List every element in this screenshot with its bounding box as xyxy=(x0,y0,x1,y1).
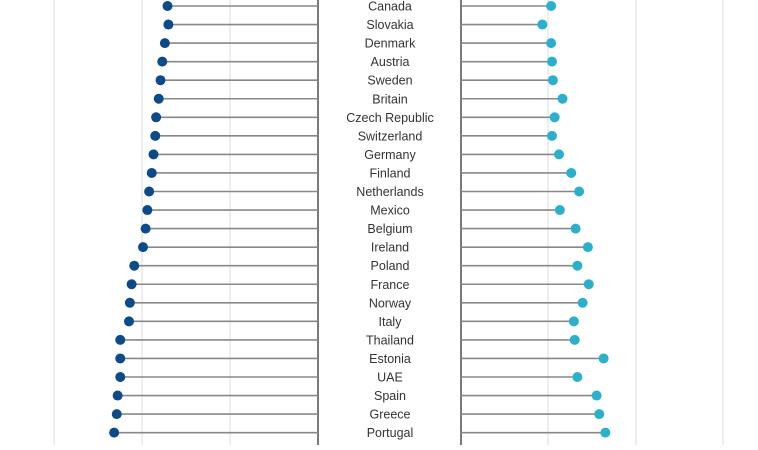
left-point-portugal xyxy=(109,427,120,438)
left-point-czech-republic xyxy=(151,112,162,123)
left-point-uae xyxy=(115,372,126,382)
right-point-switzerland xyxy=(547,130,557,141)
left-point-canada xyxy=(162,1,173,11)
category-label-belgium: Belgium xyxy=(367,222,412,236)
right-point-sweden xyxy=(547,75,558,86)
category-label-canada: Canada xyxy=(368,0,412,14)
category-label-thailand: Thailand xyxy=(366,333,414,347)
left-point-slovakia xyxy=(163,19,174,30)
left-point-netherlands xyxy=(144,186,155,197)
category-label-germany: Germany xyxy=(364,148,416,162)
right-point-poland xyxy=(572,260,583,271)
category-label-portugal: Portugal xyxy=(367,426,414,440)
right-point-canada xyxy=(546,1,557,11)
left-point-belgium xyxy=(140,223,151,234)
category-label-netherlands: Netherlands xyxy=(356,185,423,199)
right-point-portugal xyxy=(600,427,611,438)
left-point-mexico xyxy=(142,205,153,216)
category-label-mexico: Mexico xyxy=(370,204,410,218)
category-label-norway: Norway xyxy=(369,296,412,310)
right-point-austria xyxy=(547,56,557,67)
left-point-ireland xyxy=(138,242,148,253)
category-label-italy: Italy xyxy=(379,315,403,329)
category-label-austria: Austria xyxy=(371,55,410,69)
right-point-mexico xyxy=(554,205,565,216)
category-label-finland: Finland xyxy=(370,166,411,180)
right-point-france xyxy=(583,279,594,290)
right-point-italy xyxy=(568,316,579,327)
left-point-finland xyxy=(146,167,157,178)
right-point-uae xyxy=(572,372,583,382)
left-point-greece xyxy=(111,409,122,420)
label-layer: Canada Slovakia Denmark Austria Sweden Britai… xyxy=(346,0,434,440)
category-label-czech-republic: Czech Republic xyxy=(346,111,434,125)
category-label-britain: Britain xyxy=(372,92,407,106)
left-point-austria xyxy=(157,56,168,67)
right-point-czech-republic xyxy=(549,112,560,123)
grid-layer xyxy=(53,0,724,445)
right-point-netherlands xyxy=(574,186,585,197)
category-label-greece: Greece xyxy=(370,408,411,422)
right-point-finland xyxy=(566,167,577,178)
right-point-greece xyxy=(594,409,605,420)
dot-layer xyxy=(109,1,611,438)
left-point-norway xyxy=(124,297,135,308)
stem-layer xyxy=(114,5,606,434)
left-point-switzerland xyxy=(150,130,161,141)
category-label-estonia: Estonia xyxy=(369,352,411,366)
left-point-thailand xyxy=(115,334,126,345)
category-label-ireland: Ireland xyxy=(371,241,409,255)
category-label-denmark: Denmark xyxy=(365,37,416,51)
category-label-uae: UAE xyxy=(377,371,403,385)
left-point-italy xyxy=(124,316,134,327)
left-point-sweden xyxy=(155,75,166,86)
left-point-britain xyxy=(153,93,164,104)
category-label-france: France xyxy=(371,278,410,292)
left-point-germany xyxy=(148,149,159,160)
right-point-norway xyxy=(577,297,588,308)
right-point-estonia xyxy=(598,353,609,364)
right-point-denmark xyxy=(546,38,557,49)
left-point-france xyxy=(126,279,137,290)
left-point-spain xyxy=(112,390,123,401)
left-point-estonia xyxy=(115,353,126,364)
category-label-spain: Spain xyxy=(374,389,406,403)
category-label-poland: Poland xyxy=(371,259,410,273)
right-point-ireland xyxy=(582,242,593,253)
left-point-denmark xyxy=(159,38,170,49)
right-point-britain xyxy=(557,93,568,104)
right-point-thailand xyxy=(569,334,580,345)
right-point-spain xyxy=(591,390,602,401)
category-label-switzerland: Switzerland xyxy=(358,129,423,143)
right-point-germany xyxy=(554,149,564,160)
right-point-slovakia xyxy=(537,19,548,30)
left-point-poland xyxy=(129,260,140,271)
category-label-slovakia: Slovakia xyxy=(366,18,413,32)
category-label-sweden: Sweden xyxy=(367,74,412,88)
right-point-belgium xyxy=(570,223,581,234)
